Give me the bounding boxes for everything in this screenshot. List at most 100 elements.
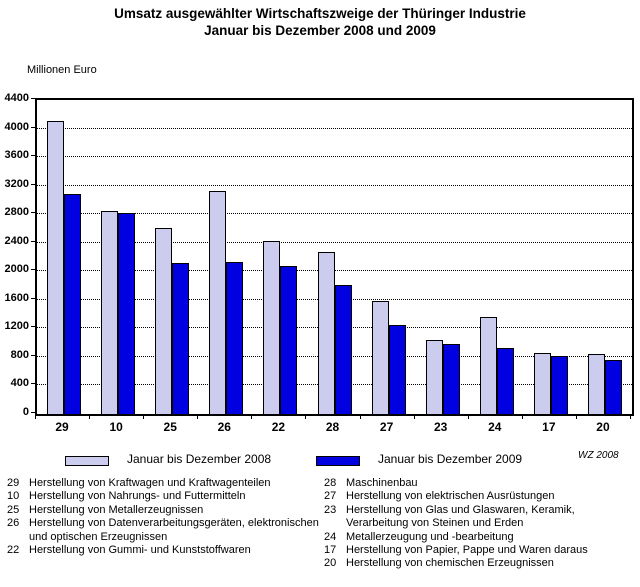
chart-title: Umsatz ausgewählter Wirtschaftszweige de…	[0, 5, 640, 39]
y-axis-tick	[31, 240, 35, 242]
chart-title-line2: Januar bis Dezember 2008 und 2009	[204, 23, 436, 38]
x-axis-label-20: 20	[596, 420, 610, 434]
legend-label-2009: Januar bis Dezember 2009	[378, 452, 523, 466]
sector-key-row-24: 24 Metallerzeugung und -bearbeitung	[324, 531, 636, 544]
y-axis-label-3200: 3200	[4, 177, 29, 190]
sector-code: 29	[7, 477, 20, 489]
bar-group-28	[307, 100, 361, 414]
x-axis-tick	[197, 414, 199, 419]
x-axis-tick	[305, 414, 307, 419]
plot-area	[35, 98, 634, 416]
x-axis-tick	[630, 414, 631, 419]
bar-group-23	[416, 100, 470, 414]
x-axis-label-10: 10	[109, 420, 123, 434]
bar-2009-29	[64, 193, 82, 414]
sector-key-row-10: 10 Herstellung von Nahrungs- und Futtermi…	[7, 490, 319, 503]
bar-2008-10	[101, 210, 119, 414]
bar-2008-25	[155, 228, 173, 414]
x-axis-tick	[467, 414, 469, 419]
sector-description: Herstellung von Metallerzeugnissen	[29, 503, 204, 516]
y-axis-label-4400: 4400	[4, 92, 29, 104]
sector-description: Herstellung von Kraftwagen und Kraftwage…	[29, 477, 271, 489]
bar-group-29	[37, 100, 91, 414]
y-axis-tick	[31, 212, 35, 214]
x-axis-tick	[251, 414, 253, 419]
classification-note: WZ 2008	[578, 450, 619, 461]
sector-code: 24	[324, 530, 337, 543]
sector-key-row-26: 26 Herstellung von Datenverarbeitungsgerä…	[7, 517, 319, 544]
y-axis-tick	[31, 126, 35, 128]
bar-2008-20	[587, 354, 605, 414]
y-axis-unit-label: Millionen Euro	[27, 64, 97, 76]
sector-description: Herstellung von Glas und Glaswaren, Kera…	[346, 503, 575, 530]
bar-group-25	[145, 100, 199, 414]
y-axis-label-400: 400	[10, 377, 29, 390]
bar-group-26	[199, 100, 253, 414]
x-axis-label-27: 27	[379, 420, 394, 434]
bars	[37, 100, 632, 414]
gridline-4000	[37, 127, 632, 129]
bar-2008-29	[47, 121, 65, 414]
x-axis-tick	[413, 414, 415, 419]
sector-key-row-23: 23 Herstellung von Glas und Glaswaren, Ke…	[324, 504, 636, 531]
sector-code: 27	[324, 490, 337, 503]
sector-code: 22	[7, 544, 20, 557]
bar-2009-24	[496, 348, 514, 414]
sector-description: Herstellung von Nahrungs- und Futtermitt…	[29, 490, 246, 503]
sector-description: Metallerzeugung und -bearbeitung	[346, 530, 514, 543]
bar-group-24	[470, 100, 524, 414]
chart-title-line1: Umsatz ausgewählter Wirtschaftszweige de…	[114, 6, 526, 21]
sector-key-left: 29 Herstellung von Kraftwagen und Kraftwa…	[7, 477, 319, 557]
bar-2008-26	[209, 191, 227, 414]
y-axis-label-2400: 2400	[4, 234, 29, 247]
bar-2009-22	[280, 265, 298, 414]
x-axis-tick	[521, 414, 523, 419]
sector-code: 26	[7, 517, 20, 530]
bar-group-17	[524, 100, 578, 414]
sector-description: Herstellung von Gummi- und Kunststoffwar…	[29, 544, 251, 557]
sector-code: 20	[324, 557, 337, 570]
y-axis-label-2800: 2800	[4, 206, 29, 219]
sector-code: 17	[324, 544, 337, 557]
x-axis-label-24: 24	[488, 420, 502, 434]
y-axis-label-800: 800	[10, 348, 29, 361]
x-axis-label-17: 17	[542, 420, 556, 434]
bar-2009-28	[334, 284, 352, 414]
sector-code: 28	[324, 477, 337, 489]
x-axis-tick	[575, 414, 577, 419]
bar-2008-24	[479, 316, 497, 414]
bar-2008-23	[425, 339, 443, 414]
x-axis-label-29: 29	[55, 420, 69, 434]
bar-group-22	[253, 100, 307, 414]
y-axis-tick	[31, 269, 35, 271]
y-axis-label-1600: 1600	[4, 291, 29, 304]
bar-2009-27	[388, 324, 406, 414]
sector-key-row-22: 22 Herstellung von Gummi- und Kunststoffw…	[7, 544, 319, 557]
y-axis-tick	[31, 98, 35, 99]
sector-key-row-25: 25 Herstellung von Metallerzeugnissen	[7, 504, 319, 517]
sector-description: Herstellung von Papier, Pappe und Waren …	[346, 544, 588, 557]
sector-key-row-28: 28 Maschinenbau	[324, 477, 636, 490]
sector-key-row-17: 17 Herstellung von Papier, Pappe und Ware…	[324, 544, 636, 557]
sector-description: Herstellung von Datenverarbeitungsgeräte…	[29, 517, 319, 543]
x-axis-label-28: 28	[325, 420, 340, 434]
bar-2008-28	[317, 252, 335, 414]
y-axis-tick	[31, 412, 35, 413]
y-axis-label-4000: 4000	[4, 120, 29, 133]
y-axis-label-3600: 3600	[4, 149, 29, 162]
y-axis-label-0: 0	[22, 406, 29, 418]
bar-2008-27	[371, 300, 389, 414]
x-axis-label-26: 26	[217, 420, 231, 434]
x-axis-label-23: 23	[433, 420, 448, 434]
sector-description: Herstellung von chemischen Erzeugnissen	[346, 557, 554, 570]
sector-code: 25	[7, 503, 20, 516]
bar-group-27	[362, 100, 416, 414]
y-axis-label-2000: 2000	[4, 263, 29, 276]
y-axis-tick	[31, 183, 35, 185]
y-axis-tick	[31, 383, 35, 385]
bar-group-10	[91, 100, 145, 414]
bar-group-20	[578, 100, 632, 414]
bar-2009-23	[442, 344, 460, 414]
x-axis-label-25: 25	[163, 420, 177, 434]
